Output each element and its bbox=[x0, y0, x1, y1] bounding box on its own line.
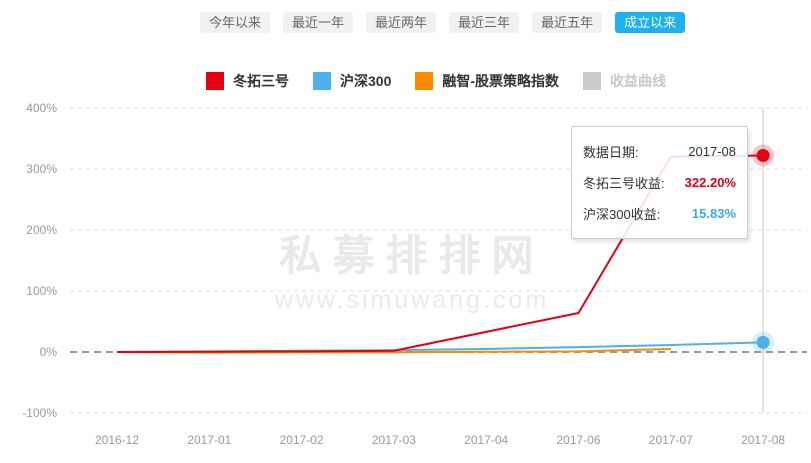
x-axis-tick-2017-02: 2017-02 bbox=[280, 433, 324, 447]
x-axis-tick-2016-12: 2016-12 bbox=[95, 433, 139, 447]
chart-tooltip: 数据日期: 2017-08 冬拓三号收益: 322.20% 沪深300收益: 1… bbox=[571, 126, 748, 239]
end-marker-dot-1[interactable] bbox=[756, 335, 770, 349]
tab-last-5-years[interactable]: 最近五年 bbox=[532, 12, 603, 33]
legend-item-fund[interactable]: 冬拓三号 bbox=[206, 71, 289, 91]
time-range-tabs: 今年以来 最近一年 最近两年 最近三年 最近五年 成立以来 bbox=[200, 12, 686, 33]
legend-swatch-orange bbox=[415, 72, 434, 90]
tab-last-2-years[interactable]: 最近两年 bbox=[366, 12, 437, 33]
y-axis-tick-0: 0% bbox=[40, 345, 58, 359]
y-axis-tick-400: 400% bbox=[26, 101, 57, 115]
legend-swatch-blue bbox=[313, 72, 331, 90]
tab-last-3-years[interactable]: 最近三年 bbox=[449, 12, 520, 33]
x-axis-tick-2017-04: 2017-04 bbox=[464, 433, 508, 447]
x-axis-tick-2017-07: 2017-07 bbox=[649, 433, 693, 447]
y-axis-tick--100: -100% bbox=[22, 406, 57, 420]
tab-last-1-year[interactable]: 最近一年 bbox=[283, 12, 354, 33]
legend-label: 沪深300 bbox=[340, 73, 392, 89]
tooltip-hs300-value: 15.83% bbox=[691, 206, 736, 221]
tab-since-inception[interactable]: 成立以来 bbox=[615, 12, 686, 33]
legend-item-strategy-index[interactable]: 融智-股票策略指数 bbox=[415, 71, 559, 91]
legend-label: 冬拓三号 bbox=[233, 73, 289, 89]
y-axis-tick-300: 300% bbox=[26, 162, 57, 176]
y-axis-tick-100: 100% bbox=[26, 284, 57, 298]
x-axis-tick-2017-06: 2017-06 bbox=[556, 433, 600, 447]
tooltip-row-date: 数据日期: 2017-08 bbox=[583, 136, 736, 167]
y-axis-tick-200: 200% bbox=[26, 223, 57, 237]
legend-swatch-gray bbox=[583, 72, 602, 90]
chart-legend: 冬拓三号 沪深300 融智-股票策略指数 收益曲线 bbox=[206, 71, 666, 91]
watermark-title: 私募排排网 bbox=[279, 232, 545, 279]
tooltip-hs300-label: 沪深300收益: bbox=[583, 207, 661, 222]
x-axis-tick-2017-01: 2017-01 bbox=[187, 433, 231, 447]
legend-label: 融智-股票策略指数 bbox=[442, 73, 560, 89]
series-line-1 bbox=[116, 341, 764, 353]
legend-label: 收益曲线 bbox=[610, 73, 667, 89]
legend-item-hs300[interactable]: 沪深300 bbox=[313, 71, 391, 91]
tooltip-fund-label: 冬拓三号收益: bbox=[583, 176, 665, 191]
x-axis-tick-2017-03: 2017-03 bbox=[372, 433, 416, 447]
tooltip-row-hs300-return: 沪深300收益: 15.83% bbox=[583, 198, 736, 229]
legend-item-return-curve[interactable]: 收益曲线 bbox=[583, 71, 666, 91]
tooltip-fund-value: 322.20% bbox=[684, 175, 736, 190]
legend-swatch-red bbox=[206, 72, 224, 90]
tab-ytd[interactable]: 今年以来 bbox=[200, 12, 271, 33]
x-axis-tick-2017-08: 2017-08 bbox=[741, 433, 785, 447]
tooltip-row-fund-return: 冬拓三号收益: 322.20% bbox=[583, 167, 736, 198]
tooltip-date-value: 2017-08 bbox=[688, 144, 736, 159]
tooltip-date-label: 数据日期: bbox=[583, 145, 639, 160]
end-marker-dot-0[interactable] bbox=[756, 148, 770, 162]
